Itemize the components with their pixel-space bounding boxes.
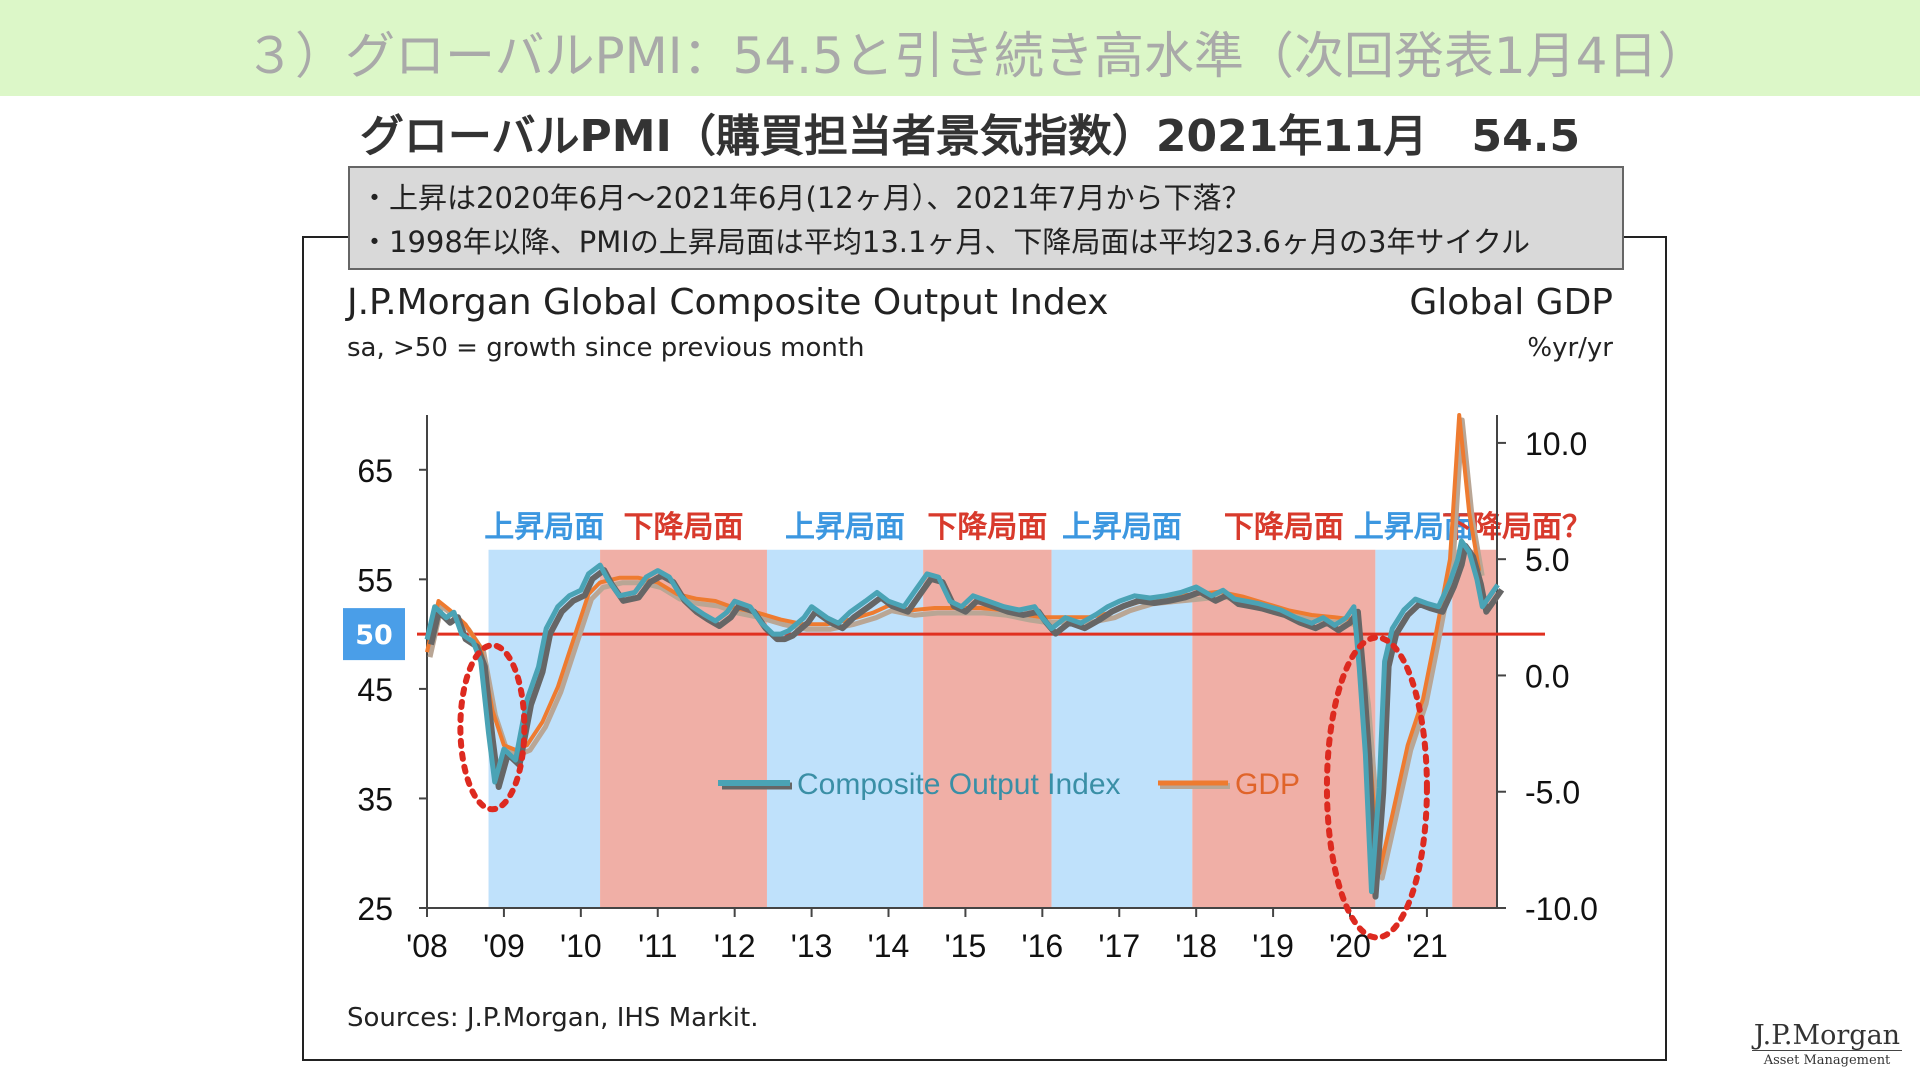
right-tick-label-3: -5.0 — [1525, 775, 1580, 811]
pmi-line-shadow — [428, 543, 1505, 900]
legend-label-pmi: Composite Output Index — [797, 768, 1121, 801]
phase-label-1: 下降局面 — [624, 510, 744, 545]
x-tick-label-7: '15 — [945, 928, 987, 964]
right-axis-unit: %yr/yr — [1527, 333, 1613, 363]
phase-label-4: 上昇局面 — [1062, 510, 1182, 545]
right-tick-label-0: 10.0 — [1525, 426, 1587, 462]
phase-label-0: 上昇局面 — [484, 510, 604, 545]
x-tick-label-4: '12 — [714, 928, 756, 964]
x-tick-label-1: '09 — [483, 928, 525, 964]
chart-subtitle: sa, >50 = growth since previous month — [347, 333, 865, 363]
crash-circle-2008 — [457, 642, 528, 813]
fifty-badge — [343, 608, 405, 661]
x-tick-label-11: '19 — [1252, 928, 1294, 964]
chart-title: J.P.Morgan Global Composite Output Index — [347, 282, 1109, 323]
phase-label-2: 上昇局面 — [785, 510, 905, 545]
note-line-2: ・1998年以降、PMIの上昇局面は平均13.1ヶ月、下降局面は平均23.6ヶ月… — [360, 225, 1531, 259]
title-banner: ３）グローバルPMI：54.5と引き続き高水準（次回発表1月4日） — [0, 0, 1920, 96]
left-tick-label-2: 45 — [357, 672, 393, 708]
logo-sub: Asset Management — [1763, 1053, 1891, 1068]
slide-title: ３）グローバルPMI：54.5と引き続き高水準（次回発表1月4日） — [245, 27, 1708, 85]
left-tick-label-0: 65 — [357, 453, 393, 489]
x-tick-label-5: '13 — [791, 928, 833, 964]
x-tick-label-6: '14 — [868, 928, 910, 964]
right-tick-label-1: 5.0 — [1525, 542, 1569, 578]
left-tick-label-4: 25 — [357, 891, 393, 927]
left-tick-label-3: 35 — [357, 781, 393, 817]
x-tick-label-10: '18 — [1175, 928, 1217, 964]
right-axis-title: Global GDP — [1409, 282, 1613, 323]
phase-label-7: 下降局面？ — [1442, 510, 1592, 545]
phase-label-3: 下降局面 — [927, 510, 1047, 545]
x-tick-label-0: '08 — [406, 928, 448, 964]
x-tick-label-9: '17 — [1098, 928, 1140, 964]
pmi-line — [424, 538, 1500, 895]
notes-box: ・上昇は2020年6月～2021年6月(12ヶ月）、2021年7月から下落？ ・… — [348, 166, 1624, 270]
x-tick-label-13: '21 — [1406, 928, 1448, 964]
chart-heading: グローバルPMI（購買担当者景気指数）2021年11月 54.5 — [359, 111, 1581, 162]
x-tick-label-8: '16 — [1021, 928, 1063, 964]
jpmorgan-logo: J.P.Morgan Asset Management — [1752, 1022, 1902, 1071]
crash-circle-2020 — [1323, 634, 1430, 941]
logo-name: J.P.Morgan — [1752, 1020, 1902, 1051]
fifty-badge-label: 50 — [355, 620, 393, 651]
right-tick-label-4: -10.0 — [1525, 891, 1598, 927]
right-tick-label-2: 0.0 — [1525, 658, 1569, 694]
legend-label-gdp: GDP — [1235, 768, 1300, 801]
left-tick-label-1: 55 — [357, 562, 393, 598]
phase-band-5 — [1192, 549, 1376, 908]
source-note: Sources: J.P.Morgan, IHS Markit. — [347, 1003, 759, 1033]
x-tick-label-2: '10 — [560, 928, 602, 964]
note-line-1: ・上昇は2020年6月～2021年6月(12ヶ月）、2021年7月から下落？ — [360, 181, 1251, 215]
phase-label-5: 下降局面 — [1224, 510, 1344, 545]
x-tick-label-3: '11 — [638, 928, 677, 964]
